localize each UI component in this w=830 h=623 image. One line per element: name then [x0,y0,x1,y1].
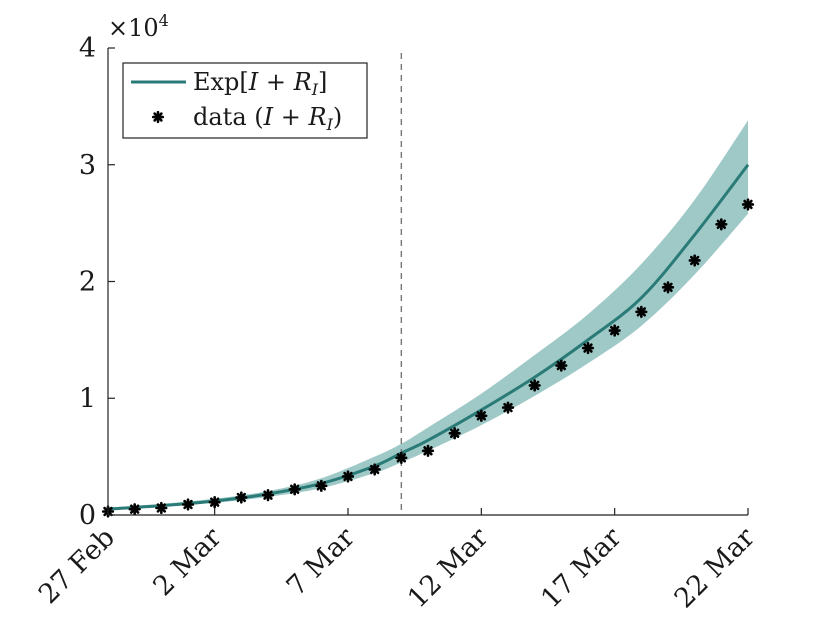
data-point [555,359,568,372]
y-multiplier-label: ×104 [108,11,169,42]
legend-box [122,62,368,139]
legend-entry-exp: Exp[I + RI] [193,68,327,99]
data-point [181,498,195,511]
y-tick-label: 3 [79,150,96,181]
data-point [155,501,168,515]
axes [107,47,749,516]
y-tick-label: 2 [79,267,96,298]
x-tick-label: 22 Mar [669,522,761,614]
data-point [528,379,541,392]
data-point [288,483,301,496]
y-multiplier-exponent: 4 [159,11,169,30]
x-tick-label: 12 Mar [402,522,494,614]
data-point [128,503,141,516]
data-point [341,470,355,483]
data-point [395,451,408,464]
x-tick-label: 7 Mar [281,522,361,602]
y-tick-label: 4 [79,33,96,64]
data-point [208,496,221,509]
data-point [715,218,728,231]
legend: Exp[I + RI] data (I + RI) [122,62,368,139]
expected-line-layer [107,163,750,511]
data-point [741,198,755,211]
x-tick-label: 2 Mar [147,522,227,602]
data-point [448,427,461,440]
data-point [235,491,248,504]
data-point [661,281,675,294]
data-point [368,463,381,476]
x-tick-label: 27 Feb [33,522,121,610]
data-point [475,409,488,422]
y-tick-label: 1 [79,383,96,414]
expected-value-line [107,163,750,511]
data-point [315,479,328,492]
y-tick-label: 0 [79,500,96,531]
data-point [635,305,648,318]
data-point [501,401,515,414]
data-point [688,254,701,267]
data-point [581,341,595,355]
legend-asterisk-icon [151,110,165,124]
x-tick-label: 17 Mar [535,522,627,614]
legend-entry-data: data (I + RI) [193,103,342,134]
data-points-layer [101,198,755,518]
data-point [261,489,275,502]
data-point [421,444,435,457]
legend-asterisk-swatch [151,110,165,124]
data-point [608,324,621,337]
